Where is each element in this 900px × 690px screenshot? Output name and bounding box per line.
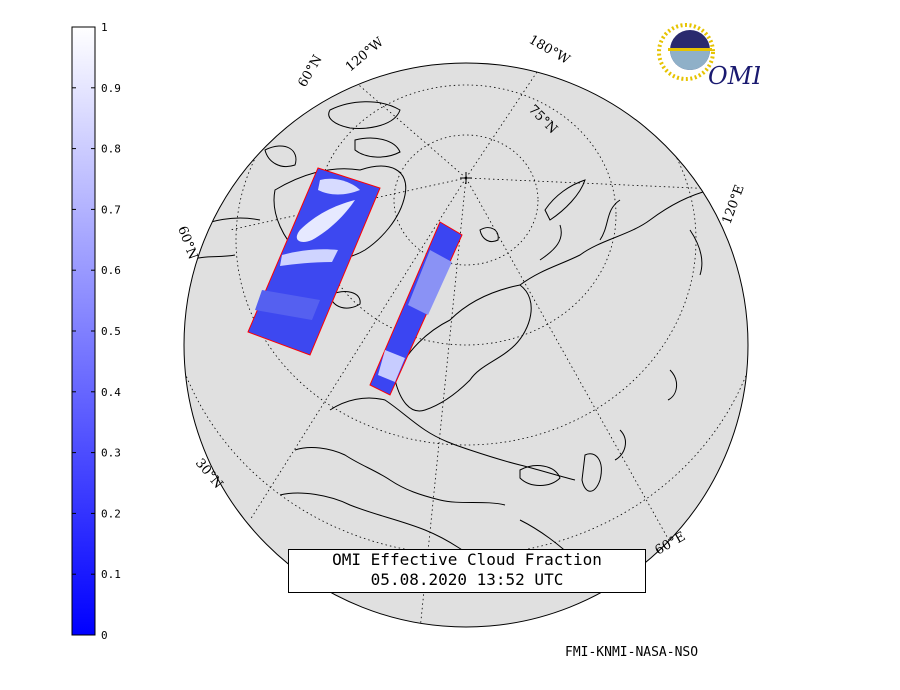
title-box: OMI Effective Cloud Fraction 05.08.2020 … — [288, 549, 646, 593]
colorbar-tick-label: 0.9 — [101, 82, 121, 95]
label-180w: 180°W — [526, 32, 573, 68]
label-120e: 120°E — [720, 183, 748, 226]
title-line-2: 05.08.2020 13:52 UTC — [370, 570, 564, 589]
label-60n-top: 60°N — [295, 53, 325, 90]
omi-logo-text: OMI — [708, 62, 760, 90]
colorbar-tick-label: 0.5 — [101, 325, 121, 338]
label-60n-left: 60°N — [174, 224, 200, 261]
polar-map: 120°W 180°W 60°N 75°N 120°E 60°N 30°N 60… — [174, 32, 749, 628]
colorbar: 1 0.9 0.8 0.7 0.6 0.5 0.4 0.3 0.2 0.1 0 — [71, 21, 121, 642]
colorbar-tick-label: 1 — [101, 21, 108, 34]
swath-west — [247, 167, 381, 356]
title-line-1: OMI Effective Cloud Fraction — [332, 550, 602, 569]
credit-text: FMI-KNMI-NASA-NSO — [565, 645, 699, 660]
colorbar-tick-label: 0.2 — [101, 507, 121, 520]
colorbar-tick-label: 0.1 — [101, 568, 121, 581]
omi-logo: OMI — [657, 23, 760, 90]
label-120w: 120°W — [343, 34, 387, 75]
swath-east — [369, 221, 463, 396]
colorbar-tick-label: 0 — [101, 629, 108, 642]
colorbar-tick-label: 0.4 — [101, 386, 121, 399]
colorbar-tick-label: 0.3 — [101, 447, 121, 460]
colorbar-tick-label: 0.8 — [101, 143, 121, 156]
north-pole-marker — [460, 172, 472, 184]
colorbar-tick-label: 0.6 — [101, 264, 121, 277]
colorbar-tick-label: 0.7 — [101, 203, 121, 216]
